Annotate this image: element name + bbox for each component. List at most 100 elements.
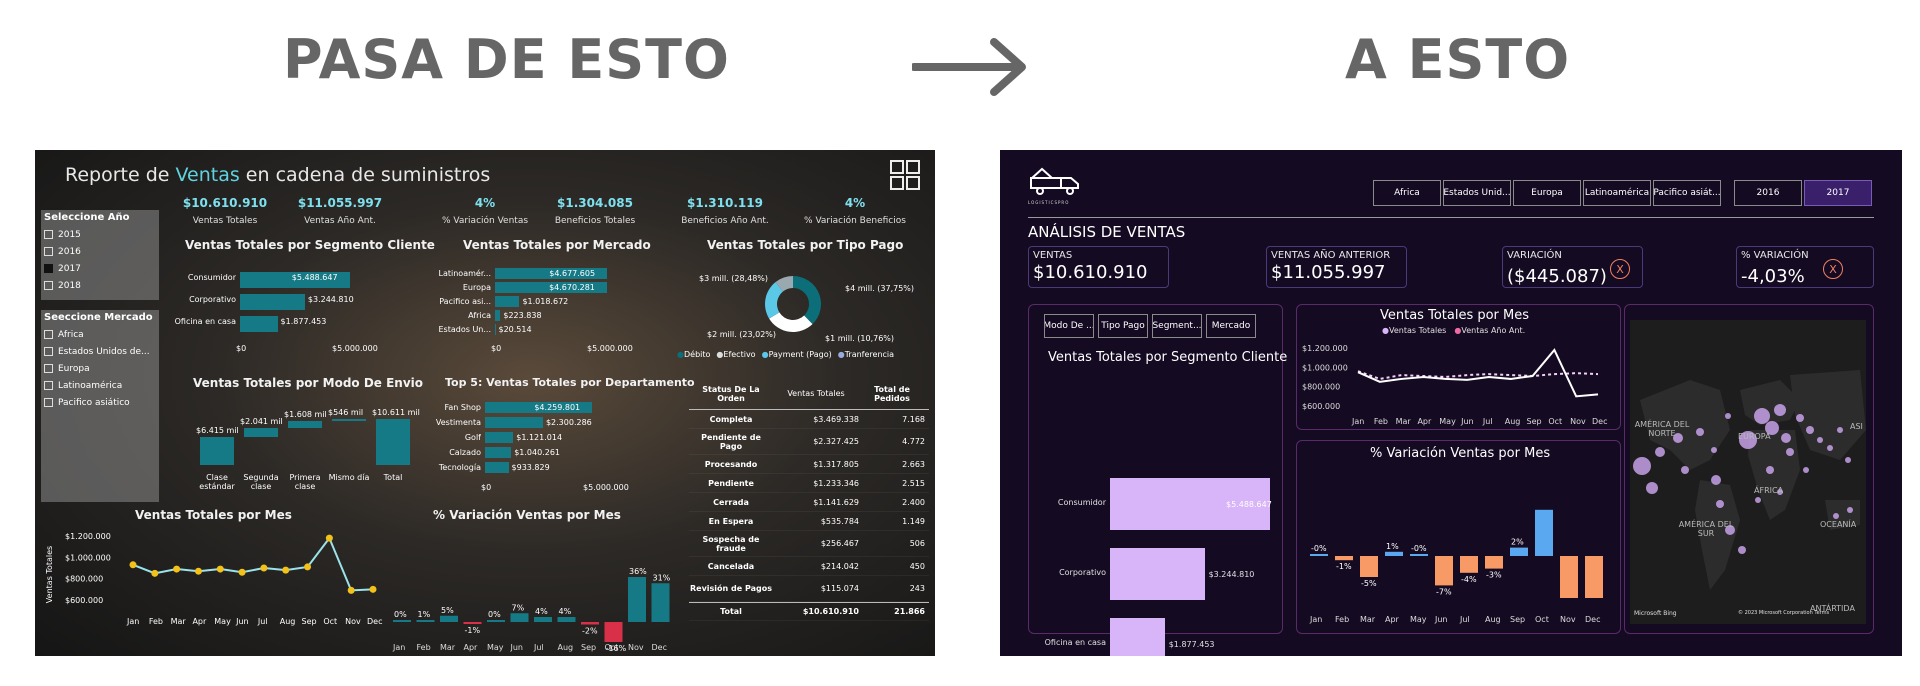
map-copyright[interactable]: © 2023 Microsoft Corporation Terms [1738, 610, 1830, 616]
year-option[interactable]: 2017 [44, 260, 156, 277]
donut-slice [793, 276, 821, 325]
data-label: 1% [1386, 542, 1399, 551]
kpi-beneficios-ano-ant: $1.310.119 Beneficios Año Ant. [681, 196, 769, 226]
new-dashboard: LOGISTICSPRO Africa Estados Unid... Euro… [1000, 150, 1902, 656]
data-point [216, 565, 224, 573]
legend-item: ●Ventas Año Ant. [1454, 326, 1526, 335]
table-cell: Pendiente [708, 478, 754, 488]
market-button-latam[interactable]: Latinoamérica [1583, 180, 1651, 206]
kpi-variacion: VARIACIÓN ($445.087) X [1502, 246, 1643, 288]
bar [651, 583, 670, 622]
legend-item: ●Tranferencia [837, 350, 895, 359]
bar [1335, 556, 1353, 561]
data-label: 0% [394, 610, 407, 619]
table-row: Cerrada $1.141.629 2.400 [689, 493, 929, 512]
sales-map[interactable]: AMÉRICA DEL NORTE EUROPA ASI ÁFRICA AMÉR… [1630, 320, 1866, 624]
market-option[interactable]: Africa [44, 326, 156, 343]
grid-menu-icon[interactable] [890, 160, 920, 190]
data-label: 7% [512, 603, 525, 612]
order-status-table: Status De La Orden Ventas Totales Total … [689, 378, 929, 621]
x-tick-label: Feb [149, 617, 163, 626]
year-button-2017[interactable]: 2017 [1804, 180, 1872, 206]
data-point [194, 567, 202, 575]
data-label: -16% [606, 644, 627, 653]
bar [485, 402, 593, 413]
data-label: $6.415 mil [196, 426, 239, 436]
shipping-chart-title: Ventas Totales por Modo De Envio [193, 376, 424, 390]
table-cell: $115.074 [820, 584, 859, 593]
table-row: Cancelada $214.042 450 [689, 557, 929, 576]
map-bubble [1766, 466, 1774, 474]
x-tick-label: Feb [1335, 615, 1349, 624]
legend-item: ●Débito [677, 350, 711, 359]
monthly-chart-title: Ventas Totales por Mes [135, 508, 292, 522]
axis-tick: $0 [481, 483, 492, 492]
market-button-asia[interactable]: Pacifico asiát... [1653, 180, 1721, 206]
view-button-pago[interactable]: Tipo Pago [1098, 314, 1148, 338]
view-button-modo[interactable]: Modo De ... [1044, 314, 1094, 338]
donut-slice [769, 312, 813, 332]
x-tick-label: Jul [257, 617, 268, 626]
legend-item: ●Payment (Pago) [761, 350, 832, 359]
monthly-panel [1296, 304, 1621, 430]
table-cell: Cerrada [713, 497, 749, 507]
bar [1435, 556, 1453, 586]
data-label: $5.488.647 [291, 273, 338, 282]
map-bubble [1833, 513, 1839, 519]
category-label: Golf [464, 433, 481, 442]
category-label: Pacifico asi... [439, 297, 491, 306]
category-label: Consumidor [187, 273, 236, 282]
map-label: ASI [1850, 422, 1863, 431]
map-bubble [1655, 447, 1665, 457]
category-label: Clase estándar [199, 473, 235, 491]
x-tick-label: Sep [1527, 417, 1542, 426]
bar [1310, 554, 1328, 556]
map-bubble [1796, 414, 1804, 422]
bar [244, 428, 278, 438]
x-tick-label: Feb [417, 643, 431, 652]
legend-item: ●Ventas Totales [1382, 326, 1447, 335]
x-tick-label: Sep [581, 643, 596, 652]
market-option[interactable]: Pacifico asiático [44, 394, 156, 411]
data-label: 5% [441, 606, 454, 615]
category-label: Europa [462, 283, 491, 292]
map-bubble [1633, 457, 1651, 475]
axis-tick: $5.000.000 [332, 344, 378, 353]
department-chart-title: Top 5: Ventas Totales por Departamento [445, 376, 695, 389]
market-button-africa[interactable]: Africa [1373, 180, 1441, 206]
view-button-segmento[interactable]: Segment... [1152, 314, 1202, 338]
market-option[interactable]: Latinoamérica [44, 377, 156, 394]
table-cell: $214.042 [820, 561, 859, 571]
x-tick-label: Jan [1351, 417, 1364, 426]
market-button-europa[interactable]: Europa [1513, 180, 1581, 206]
market-option[interactable]: Europa [44, 360, 156, 377]
table-cell: 450 [909, 561, 925, 571]
table-total-row: Total $10.610.910 21.866 [689, 602, 929, 621]
bar [485, 417, 543, 428]
x-tick-label: Jun [1460, 417, 1474, 426]
year-option[interactable]: 2018 [44, 277, 156, 294]
map-bubble [1725, 413, 1731, 419]
checkbox-icon [44, 281, 53, 290]
market-chart-title: Ventas Totales por Mercado [463, 238, 651, 252]
year-option[interactable]: 2015 [44, 226, 156, 243]
view-button-mercado[interactable]: Mercado [1206, 314, 1256, 338]
category-label: Estados Un... [438, 325, 492, 334]
year-button-2016[interactable]: 2016 [1734, 180, 1802, 206]
market-option[interactable]: Estados Unidos de... [44, 343, 156, 360]
category-label: Latinoamér... [438, 269, 491, 278]
data-label: $546 mil [328, 408, 364, 417]
bar [416, 620, 435, 622]
x-tick-label: May [1439, 417, 1456, 426]
year-option[interactable]: 2016 [44, 243, 156, 260]
bar [485, 462, 509, 473]
data-label: -0% [1411, 544, 1427, 553]
table-cell: Completa [709, 414, 753, 424]
donut-slice [775, 276, 793, 292]
map-label: AMÉRICA DEL SUR [1678, 520, 1734, 538]
variation-panel [1296, 440, 1621, 634]
payment-donut-chart [765, 276, 821, 332]
table-cell: 7.168 [902, 414, 925, 424]
market-button-usa[interactable]: Estados Unid... [1443, 180, 1511, 206]
year-slicer: Seleccione Año 2015 2016 2017 2018 [41, 210, 159, 300]
